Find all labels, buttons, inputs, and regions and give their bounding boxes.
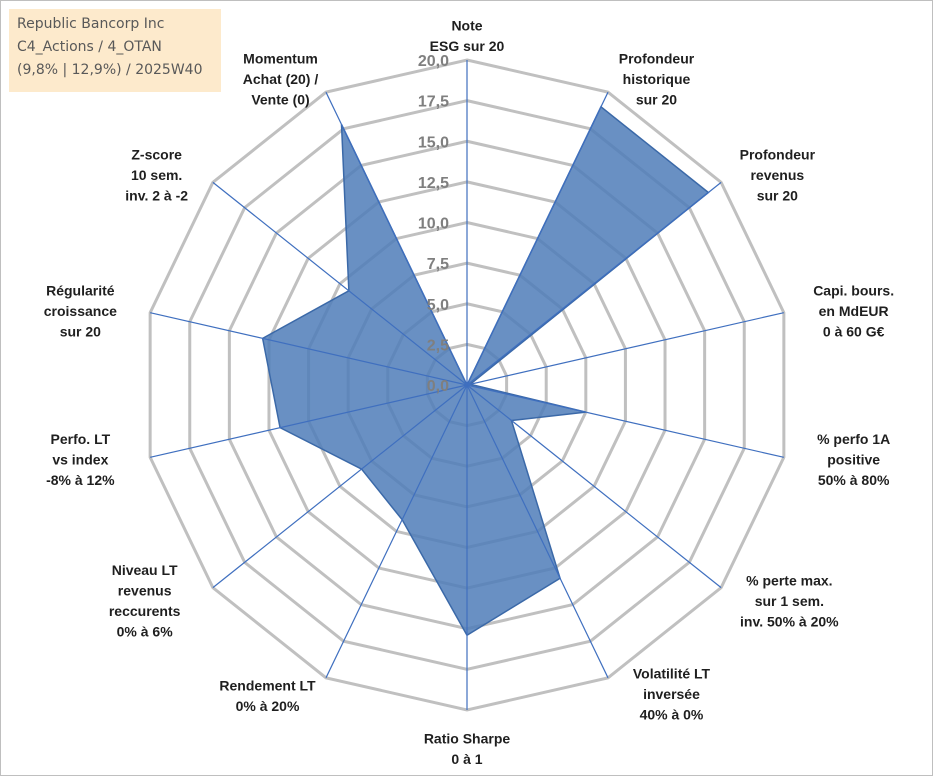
axis-label: Vente (0) (251, 92, 309, 108)
axis-label: Perfo. LT (51, 431, 111, 447)
tick-label: 10,0 (418, 216, 449, 233)
axis-label: 10 sem. (131, 167, 182, 183)
axis-line (466, 384, 722, 589)
axis-label: 40% à 0% (640, 707, 704, 723)
axis-line (212, 181, 468, 386)
axis-label: croissance (44, 303, 117, 319)
axis-label: sur 20 (757, 188, 798, 204)
axis-label: sur 20 (60, 324, 101, 340)
axis-label: ESG sur 20 (430, 38, 505, 54)
axis-line (150, 384, 468, 458)
axis-line (325, 384, 468, 679)
company-name: Republic Bancorp Inc (17, 16, 165, 32)
axis-label: 0 à 60 G€ (823, 324, 885, 340)
axis-label: revenus (118, 583, 172, 599)
axis-label: Capi. bours. (813, 283, 894, 299)
axis-label: Note (451, 18, 482, 34)
axis-label: sur 1 sem. (755, 593, 824, 609)
axis-label: en MdEUR (819, 303, 889, 319)
axis-label: Z-score (131, 147, 182, 163)
axis-label: Achat (20) / (243, 71, 319, 87)
axis-line (325, 91, 468, 386)
tick-label: 5,0 (427, 297, 449, 314)
axis-line (466, 384, 784, 458)
axis-label: vs index (52, 451, 108, 467)
category-label: C4_Actions / 4_OTAN (17, 39, 162, 55)
axis-label: % perte max. (746, 572, 832, 588)
period-label: (9,8% | 12,9%) / 2025W40 (17, 62, 203, 78)
axis-label: 0% à 6% (117, 624, 174, 640)
axis-label: 0 à 1 (451, 751, 482, 767)
axis-line (466, 384, 609, 679)
axis-line (466, 91, 609, 386)
axis-label: Volatilité LT (633, 666, 711, 682)
axis-label: Régularité (46, 283, 115, 299)
axis-label: historique (623, 71, 691, 87)
axis-line (212, 384, 468, 589)
axis-label: revenus (750, 167, 804, 183)
axis-label: -8% à 12% (46, 472, 115, 488)
axis-label: inv. 2 à -2 (125, 188, 188, 204)
tick-label: 2,5 (427, 337, 449, 354)
axis-label: % perfo 1A (817, 431, 890, 447)
tick-label: 7,5 (427, 256, 449, 273)
axis-label: 0% à 20% (236, 698, 300, 714)
axis-label: 50% à 80% (818, 472, 890, 488)
axis-label: reccurents (109, 603, 181, 619)
tick-label: 15,0 (418, 134, 449, 151)
axis-label: Momentum (243, 51, 318, 67)
tick-label: 17,5 (418, 94, 449, 111)
tick-label: 0,0 (427, 378, 449, 395)
axis-label: Ratio Sharpe (424, 731, 511, 747)
axis-line (466, 312, 784, 386)
axis-label: sur 20 (636, 92, 677, 108)
axis-label: positive (827, 451, 880, 467)
info-box: Republic Bancorp Inc C4_Actions / 4_OTAN… (9, 9, 221, 92)
axis-label: inversée (643, 686, 700, 702)
axis-line (150, 312, 468, 386)
tick-label: 20,0 (418, 53, 449, 70)
axis-label: Rendement LT (219, 678, 316, 694)
axis-label: Profondeur (619, 51, 695, 67)
tick-label: 12,5 (418, 175, 449, 192)
axis-line (466, 181, 722, 386)
axis-label: Niveau LT (112, 562, 178, 578)
axis-label: Profondeur (740, 147, 816, 163)
axis-label: inv. 50% à 20% (740, 613, 839, 629)
